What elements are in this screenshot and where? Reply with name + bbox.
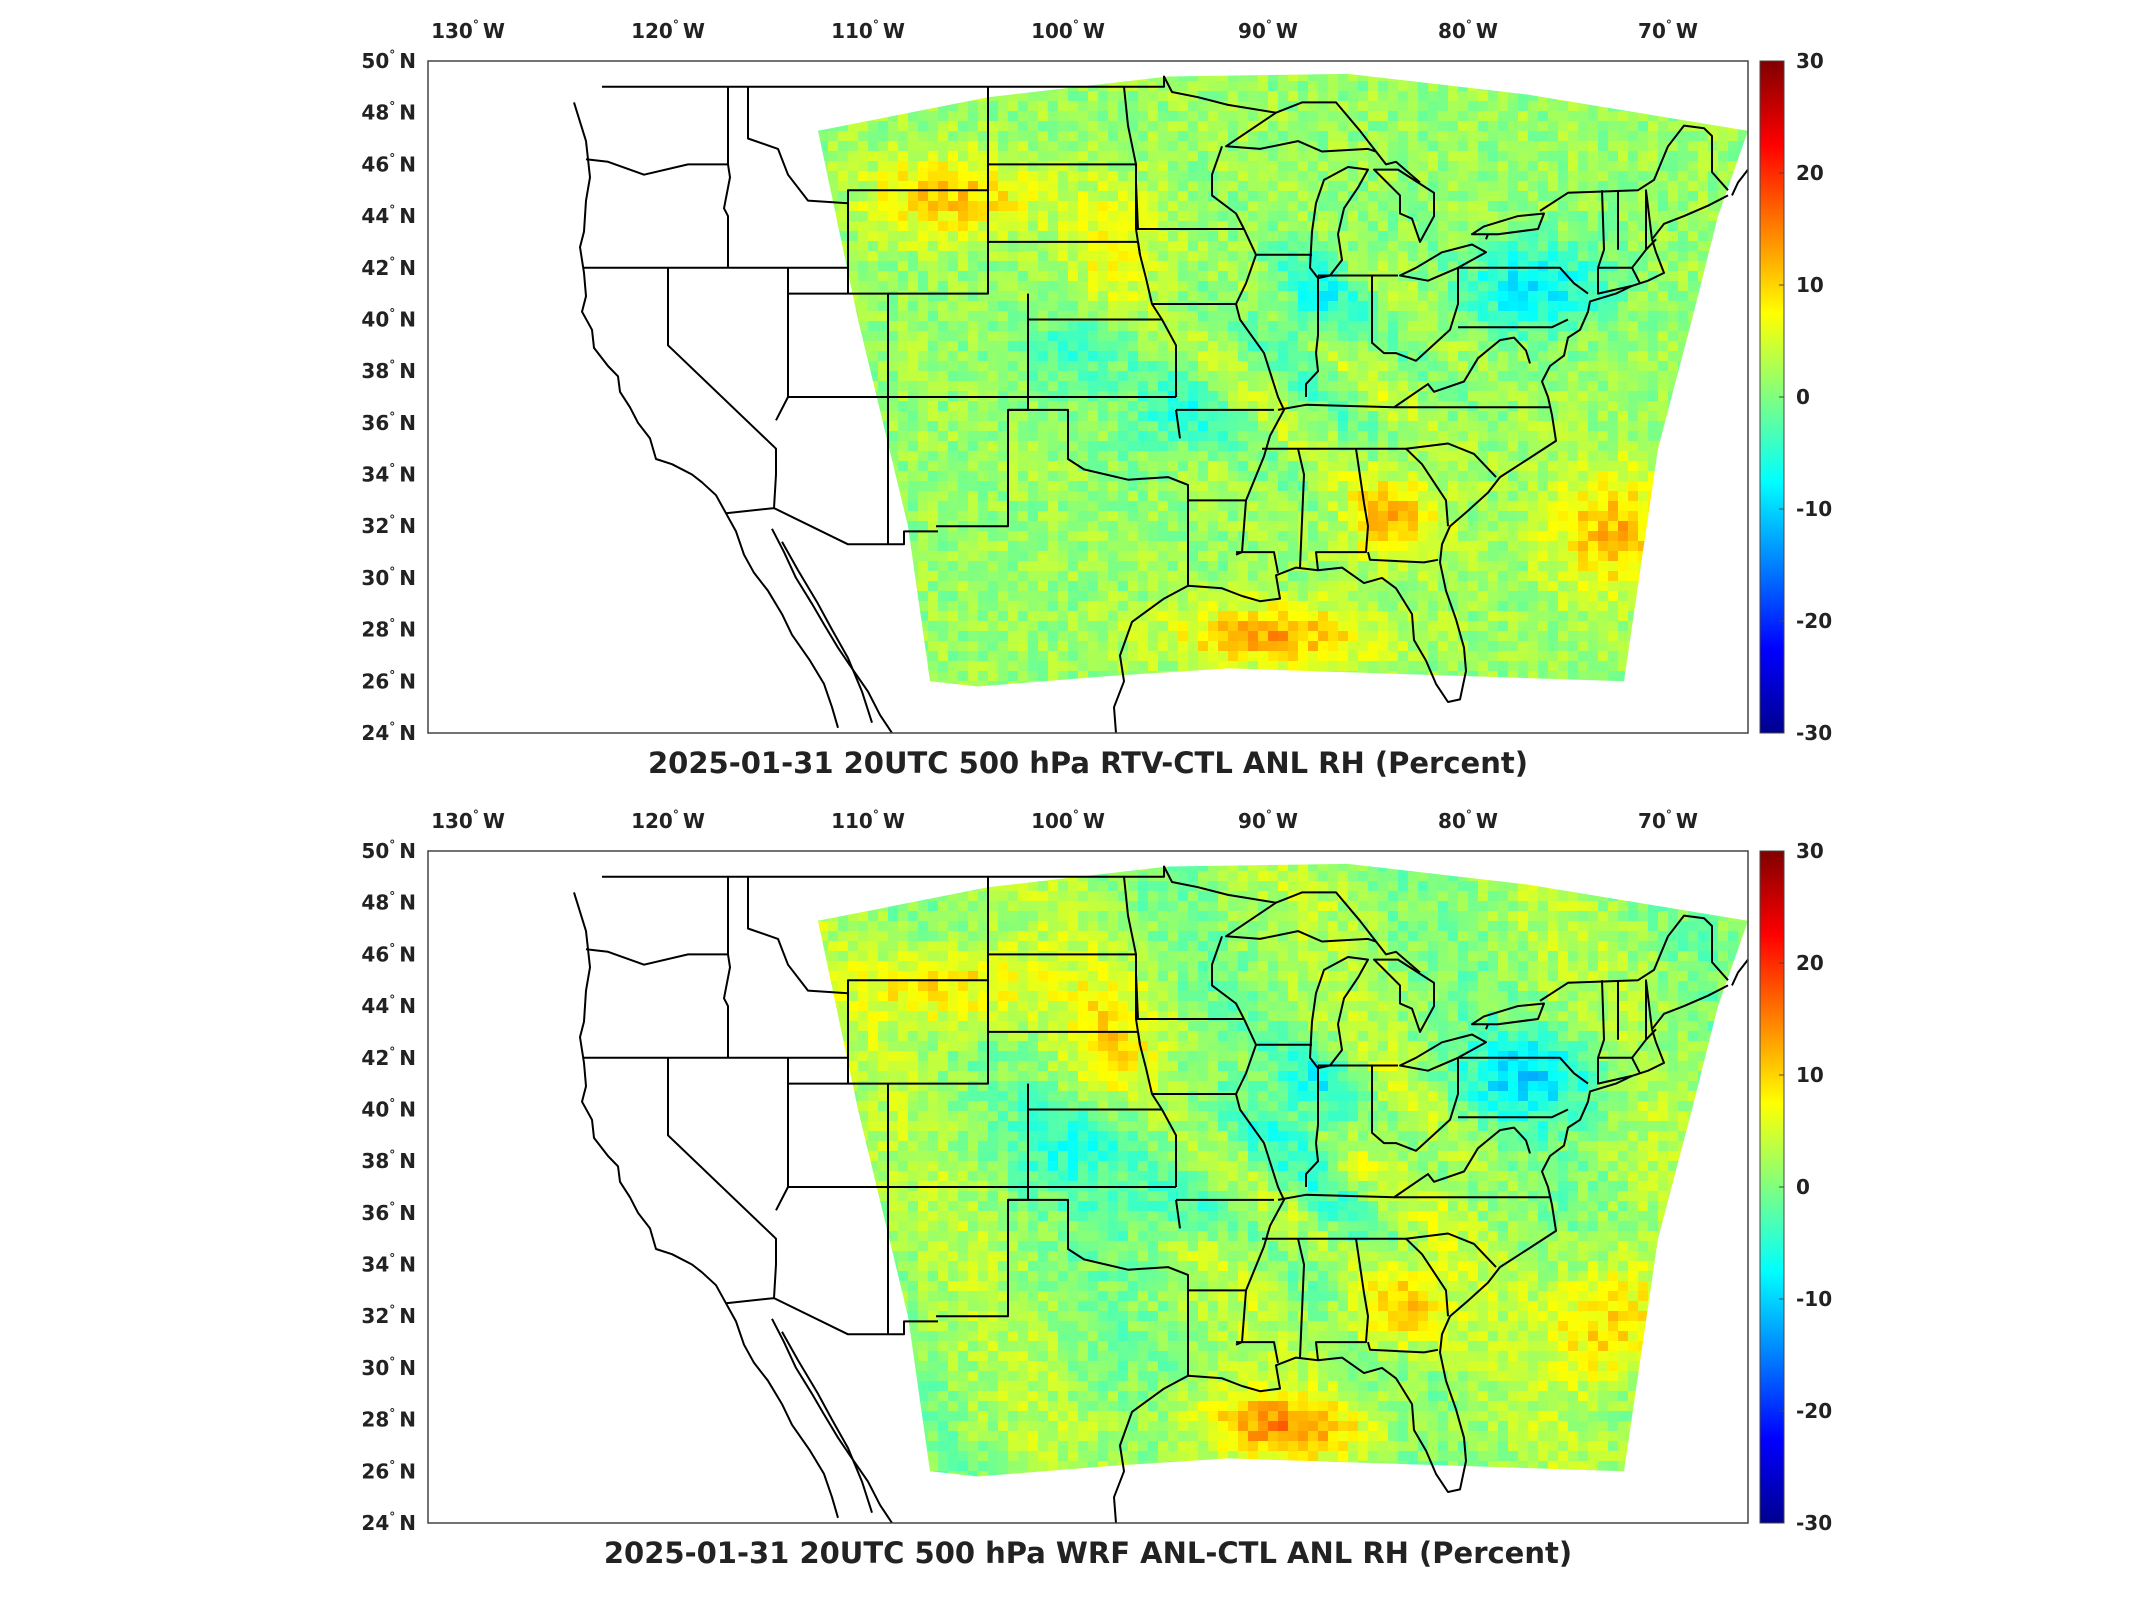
state-and-coast-boundaries xyxy=(573,75,1749,734)
colorbar-tick-label: 30 xyxy=(1796,49,1824,73)
latitude-label: 40° N xyxy=(361,1096,416,1121)
latitude-label: 38° N xyxy=(361,358,416,383)
colorbar-tick-label: -10 xyxy=(1796,1287,1832,1311)
state-and-coast-boundaries xyxy=(573,865,1749,1524)
colorbar-tick-label: 30 xyxy=(1796,839,1824,863)
colorbar-tick-label: 20 xyxy=(1796,161,1824,185)
colorbar-tick-label: 20 xyxy=(1796,951,1824,975)
colorbar-tick-label: -30 xyxy=(1796,721,1832,745)
latitude-label: 44° N xyxy=(361,993,416,1018)
colorbar-tick-label: 0 xyxy=(1796,385,1810,409)
map-axes-frame xyxy=(427,60,1749,734)
latitude-label: 42° N xyxy=(361,255,416,280)
longitude-label: 110° W xyxy=(831,18,905,43)
longitude-label: 130° W xyxy=(431,808,505,833)
colorbar-tick-label: 0 xyxy=(1796,1175,1810,1199)
latitude-label: 26° N xyxy=(361,668,416,693)
latitude-label: 34° N xyxy=(361,1252,416,1277)
longitude-label: 70° W xyxy=(1638,18,1698,43)
map-title: 2025-01-31 20UTC 500 hPa RTV-CTL ANL RH … xyxy=(648,746,1528,780)
latitude-label: 30° N xyxy=(361,1355,416,1380)
latitude-label: 38° N xyxy=(361,1148,416,1173)
latitude-label: 34° N xyxy=(361,462,416,487)
colorbar-tick-label: 10 xyxy=(1796,1063,1824,1087)
longitude-label: 80° W xyxy=(1438,18,1498,43)
latitude-label: 28° N xyxy=(361,1407,416,1432)
map-title: 2025-01-31 20UTC 500 hPa WRF ANL-CTL ANL… xyxy=(604,1536,1572,1570)
latitude-label: 40° N xyxy=(361,306,416,331)
latitude-label: 30° N xyxy=(361,565,416,590)
longitude-label: 80° W xyxy=(1438,808,1498,833)
latitude-label: 48° N xyxy=(361,890,416,915)
map-figure-bottom: 130° W 120° W 110° W 100° W 90° W 80° W 70° W 50° N 48° N… xyxy=(361,808,1832,1570)
latitude-label: 50° N xyxy=(361,838,416,863)
latitude-label: 32° N xyxy=(361,1303,416,1328)
latitude-label: 36° N xyxy=(361,410,416,435)
latitude-label: 28° N xyxy=(361,617,416,642)
latitude-label: 26° N xyxy=(361,1458,416,1483)
colorbar-tick-label: 10 xyxy=(1796,273,1824,297)
colorbar-tick-label: -20 xyxy=(1796,1399,1832,1423)
colorbar-tick-label: -20 xyxy=(1796,609,1832,633)
longitude-label: 130° W xyxy=(431,18,505,43)
latitude-label: 32° N xyxy=(361,513,416,538)
latitude-label: 48° N xyxy=(361,100,416,125)
latitude-label: 36° N xyxy=(361,1200,416,1225)
map-panel-bottom: 130° W 120° W 110° W 100° W 90° W 80° W 70° W 50° N 48° N… xyxy=(0,790,2133,1580)
map-panel-top: 130° W 120° W 110° W 100° W 90° W 80° W 70° W 50° N 48° N… xyxy=(0,0,2133,790)
longitude-label: 100° W xyxy=(1031,808,1105,833)
latitude-label: 46° N xyxy=(361,151,416,176)
map-axes-frame xyxy=(427,850,1749,1524)
latitude-label: 24° N xyxy=(361,720,416,745)
latitude-label: 24° N xyxy=(361,1510,416,1535)
latitude-label: 42° N xyxy=(361,1045,416,1070)
colorbar-tick-label: -30 xyxy=(1796,1511,1832,1535)
colorbar-tick-label: -10 xyxy=(1796,497,1832,521)
longitude-label: 90° W xyxy=(1238,18,1298,43)
latitude-label: 46° N xyxy=(361,941,416,966)
longitude-label: 120° W xyxy=(631,808,705,833)
map-figure-top: 130° W 120° W 110° W 100° W 90° W 80° W 70° W 50° N 48° N… xyxy=(361,18,1832,780)
longitude-label: 110° W xyxy=(831,808,905,833)
longitude-label: 100° W xyxy=(1031,18,1105,43)
longitude-label: 70° W xyxy=(1638,808,1698,833)
latitude-label: 50° N xyxy=(361,48,416,73)
longitude-label: 90° W xyxy=(1238,808,1298,833)
latitude-label: 44° N xyxy=(361,203,416,228)
longitude-label: 120° W xyxy=(631,18,705,43)
